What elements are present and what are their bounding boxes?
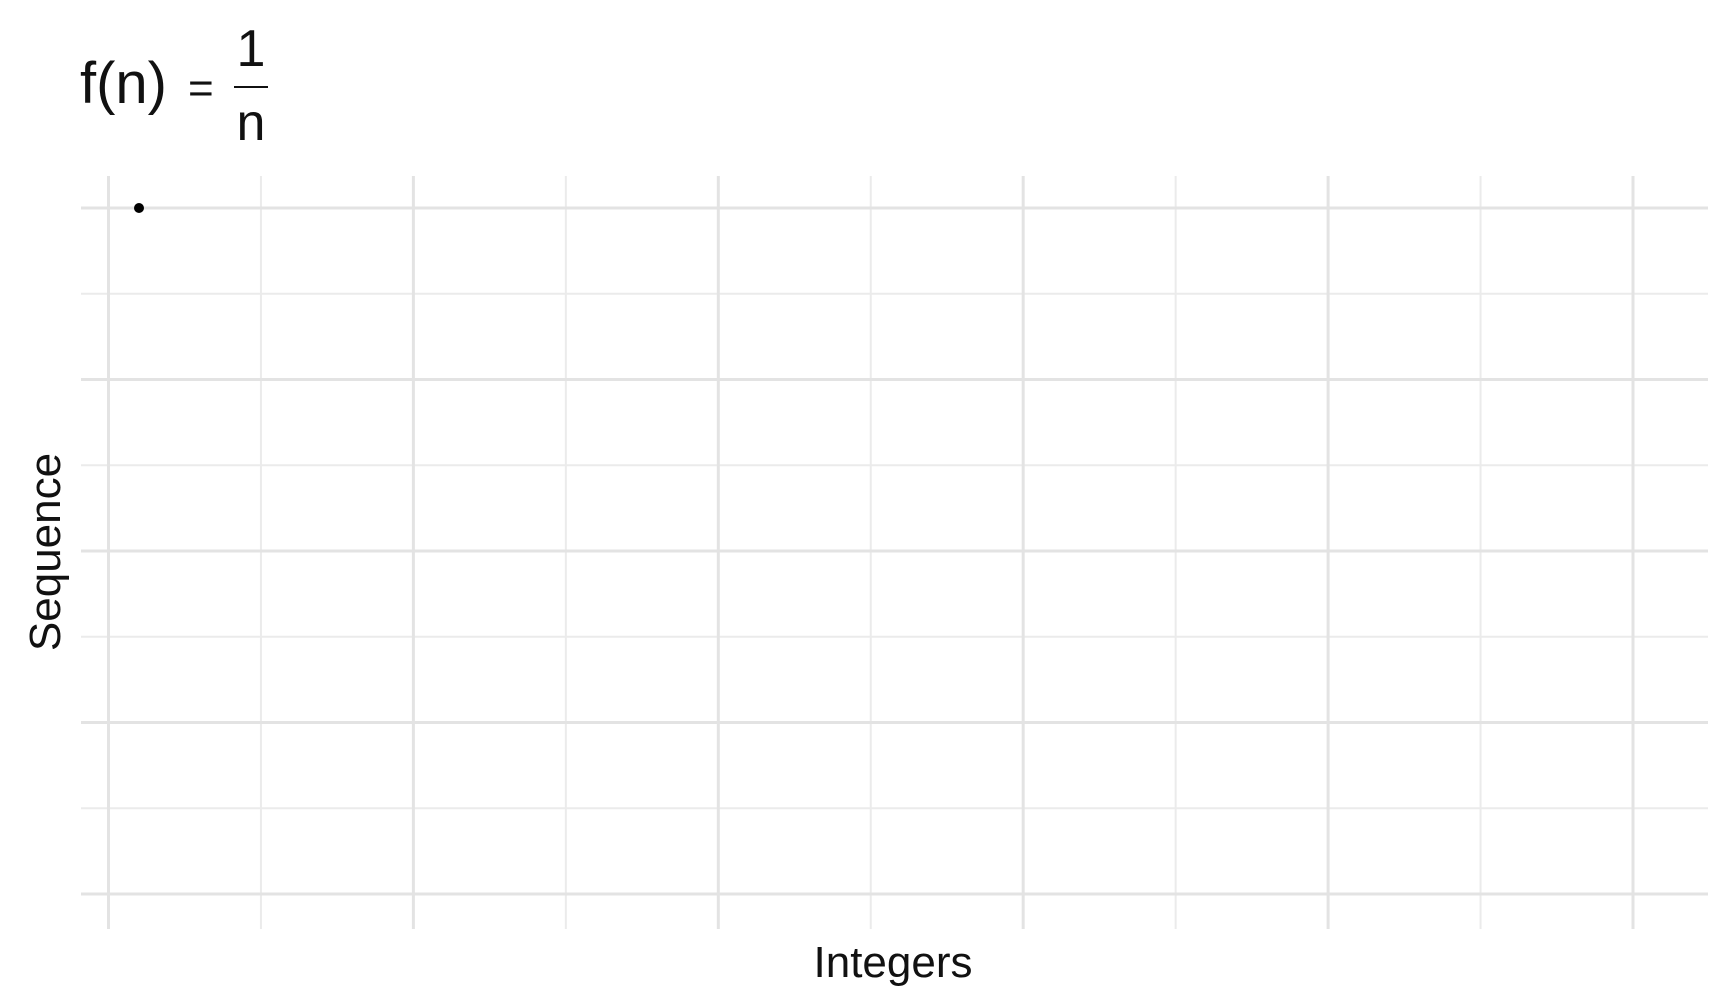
title-lhs: f(n): [80, 51, 167, 116]
plot-panel: [81, 176, 1708, 929]
y-axis-title: Sequence: [21, 453, 70, 651]
major-gridlines: [81, 176, 1708, 929]
title-numerator: 1: [237, 20, 266, 78]
title-denominator: n: [237, 94, 266, 152]
title-equals: =: [188, 64, 214, 113]
data-points: [134, 203, 144, 213]
chart-title: f(n) = 1 n: [80, 20, 268, 152]
x-axis-title: Integers: [814, 938, 973, 987]
data-point: [134, 203, 144, 213]
